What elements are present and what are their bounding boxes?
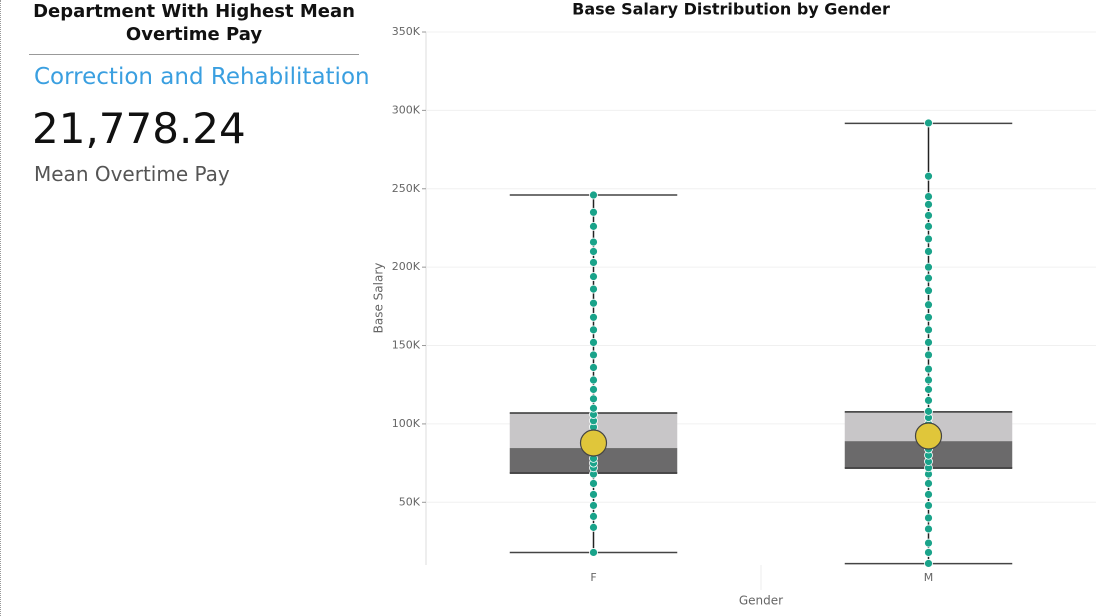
x-axis-label: Gender: [739, 594, 783, 608]
data-point: [924, 406, 933, 416]
data-point: [589, 490, 598, 499]
data-point: [924, 262, 933, 272]
card-title: Department With Highest Mean Overtime Pa…: [33, 1, 355, 45]
data-point: [924, 300, 933, 310]
y-tick-label: 100K: [392, 417, 421, 430]
card-department: Correction and Rehabilitation: [34, 64, 370, 90]
mean-marker: [579, 429, 608, 457]
data-point: [924, 192, 933, 202]
data-point: [924, 286, 933, 296]
y-tick-label: 200K: [392, 260, 421, 273]
data-point: [924, 350, 933, 360]
data-point: [589, 385, 598, 394]
y-axis-label: Base Salary: [372, 263, 386, 334]
data-point: [924, 513, 933, 523]
data-point: [924, 479, 933, 488]
data-point: [924, 200, 933, 209]
data-point: [589, 237, 598, 247]
x-tick-label: M: [924, 571, 934, 584]
y-tick-label: 50K: [399, 495, 421, 508]
data-point: [589, 207, 598, 217]
chart-title: Base Salary Distribution by Gender: [572, 0, 890, 19]
data-point: [924, 548, 933, 557]
data-point: [589, 394, 598, 404]
data-point: [589, 522, 598, 532]
data-point: [589, 190, 598, 200]
x-tick-label: F: [590, 571, 596, 584]
data-point: [589, 284, 598, 294]
data-point: [589, 479, 598, 488]
data-point: [924, 273, 933, 283]
data-point: [589, 403, 598, 413]
data-point: [924, 337, 933, 347]
data-point: [589, 221, 598, 231]
data-point: [924, 375, 933, 385]
data-point: [924, 395, 933, 405]
data-point: [589, 325, 598, 335]
data-point: [924, 312, 933, 322]
data-point: [924, 501, 933, 510]
data-point: [924, 325, 933, 335]
y-tick-label: 250K: [392, 182, 421, 195]
data-point: [589, 501, 598, 510]
data-point: [924, 118, 933, 128]
card-rule: [29, 54, 359, 55]
data-point: [924, 524, 933, 534]
data-point: [924, 221, 933, 231]
mean-marker: [914, 422, 943, 450]
data-point: [589, 298, 598, 308]
data-point: [924, 385, 933, 394]
data-point: [924, 364, 933, 374]
y-tick-label: 300K: [392, 103, 421, 116]
data-point: [924, 538, 933, 548]
card-value: 21,778.24: [32, 104, 246, 153]
data-point: [924, 234, 933, 244]
data-point: [589, 258, 598, 267]
data-point: [589, 375, 598, 385]
data-point: [924, 211, 933, 220]
data-point: [589, 247, 598, 256]
data-point: [924, 559, 933, 568]
data-point: [924, 490, 933, 499]
data-point: [924, 171, 933, 181]
card-label: Mean Overtime Pay: [34, 162, 230, 186]
data-point: [589, 337, 598, 347]
data-point: [589, 272, 598, 281]
data-point: [589, 363, 598, 372]
y-tick-label: 150K: [392, 339, 421, 352]
data-point: [589, 548, 598, 557]
y-tick-label: 350K: [392, 25, 421, 38]
data-point: [589, 512, 598, 521]
data-point: [589, 312, 598, 322]
data-point: [589, 350, 598, 360]
data-point: [924, 247, 933, 256]
